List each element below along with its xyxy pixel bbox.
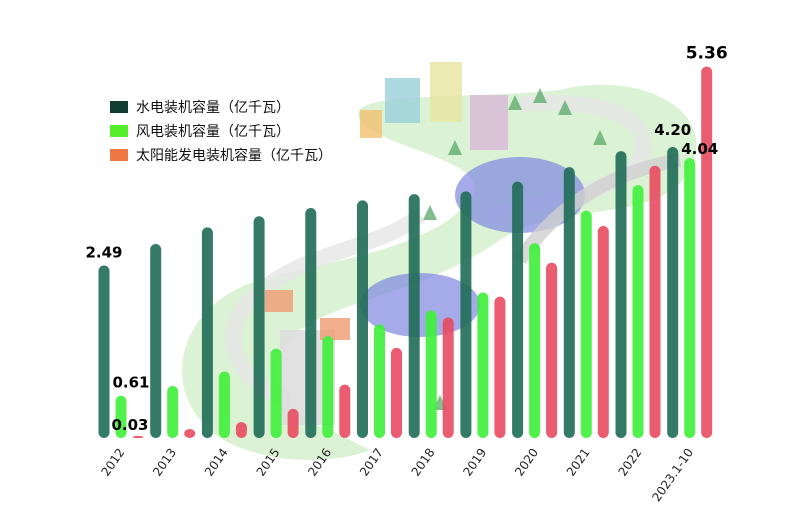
bar-wind-2014	[218, 371, 230, 438]
x-tick-label: 2013	[150, 446, 179, 479]
legend-swatch-wind	[110, 125, 128, 137]
bar-hydro-2013	[150, 244, 162, 438]
bar-hydro-2014	[201, 227, 213, 438]
bar-solar-2022	[649, 165, 661, 438]
legend-swatch-hydro	[110, 101, 128, 113]
bar-hydro-2018	[408, 194, 420, 438]
x-tick-label: 2019	[460, 446, 489, 479]
bar-hydro-2015	[253, 216, 265, 438]
bar-wind-2023.1-10	[684, 158, 696, 439]
data-label-wind: 4.04	[681, 140, 718, 158]
bar-wind-2020	[529, 243, 541, 438]
road-shape	[225, 208, 426, 408]
x-tick-label: 2015	[254, 446, 283, 479]
bar-wind-2019	[477, 292, 489, 438]
bar-wind-2017	[374, 324, 385, 438]
building-shape	[430, 62, 462, 122]
bar-hydro-2016	[305, 207, 317, 438]
bar-hydro-2017	[357, 200, 368, 438]
building-shape	[265, 290, 293, 312]
x-tick-label: 2016	[305, 446, 334, 479]
bar-hydro-2020	[512, 181, 524, 438]
bar-wind-2016	[322, 336, 334, 438]
data-labels-group: 2.49 0.61 0.03 4.204.04 5.36	[85, 44, 727, 434]
bar-hydro-2022	[615, 151, 627, 438]
legend-label-wind: 风电装机容量（亿千瓦）	[136, 124, 290, 140]
bar-wind-2013	[167, 386, 179, 438]
chart-legend: 水电装机容量（亿千瓦） 风电装机容量（亿千瓦） 太阳能发电装机容量（亿千瓦）	[110, 95, 332, 167]
legend-item-wind: 风电装机容量（亿千瓦）	[110, 119, 332, 143]
x-tick-label: 2023.1-10	[649, 446, 696, 504]
data-label-solar: 0.03	[111, 416, 148, 434]
bars-group	[98, 66, 713, 439]
x-tick-label: 2021	[564, 446, 593, 479]
bar-hydro-2019	[460, 191, 472, 438]
bar-solar-2016	[339, 384, 351, 438]
data-label-hydro: 4.20	[654, 121, 691, 139]
bar-wind-2018	[425, 310, 437, 438]
legend-swatch-solar	[110, 149, 128, 161]
bar-solar-2013	[184, 428, 196, 438]
building-shape	[470, 95, 508, 150]
x-axis-ticks: 2012 2013 2014 2015 2016 2017 2018 2019 2020 2021…	[98, 446, 696, 504]
bar-hydro-2023.1-10	[667, 147, 679, 438]
x-tick-label: 2017	[357, 446, 386, 479]
x-tick-label: 2020	[512, 446, 541, 479]
bar-solar-2012	[132, 435, 144, 438]
bar-solar-2017	[391, 347, 402, 438]
bar-solar-2018	[442, 317, 454, 438]
x-tick-label: 2022	[615, 446, 644, 479]
legend-item-solar: 太阳能发电装机容量（亿千瓦）	[110, 143, 332, 167]
bar-wind-2012	[115, 395, 127, 438]
bar-hydro-2012	[98, 265, 110, 438]
bar-solar-2015	[287, 408, 299, 438]
bridge-shape	[514, 153, 682, 264]
building-shape	[360, 110, 382, 138]
bar-solar-2020	[546, 262, 558, 438]
bar-wind-2022	[632, 185, 644, 438]
legend-label-hydro: 水电装机容量（亿千瓦）	[136, 100, 290, 116]
bar-solar-2019	[494, 296, 506, 438]
legend-label-solar: 太阳能发电装机容量（亿千瓦）	[136, 148, 332, 164]
bar-wind-2015	[270, 348, 282, 438]
bar-solar-2023.1-10	[701, 66, 713, 438]
bar-solar-2021	[597, 225, 609, 438]
data-label-hydro: 2.49	[85, 243, 122, 261]
x-tick-label: 2012	[98, 446, 127, 479]
building-shape	[320, 318, 350, 340]
bar-solar-2014	[235, 422, 247, 438]
data-label-wind: 0.61	[112, 374, 149, 392]
data-label-solar: 5.36	[686, 44, 728, 64]
bar-wind-2021	[580, 210, 592, 438]
bar-hydro-2021	[563, 167, 575, 439]
x-tick-label: 2014	[202, 446, 231, 479]
legend-item-hydro: 水电装机容量（亿千瓦）	[110, 95, 332, 119]
building-shape	[385, 78, 420, 123]
x-tick-label: 2018	[409, 446, 438, 479]
